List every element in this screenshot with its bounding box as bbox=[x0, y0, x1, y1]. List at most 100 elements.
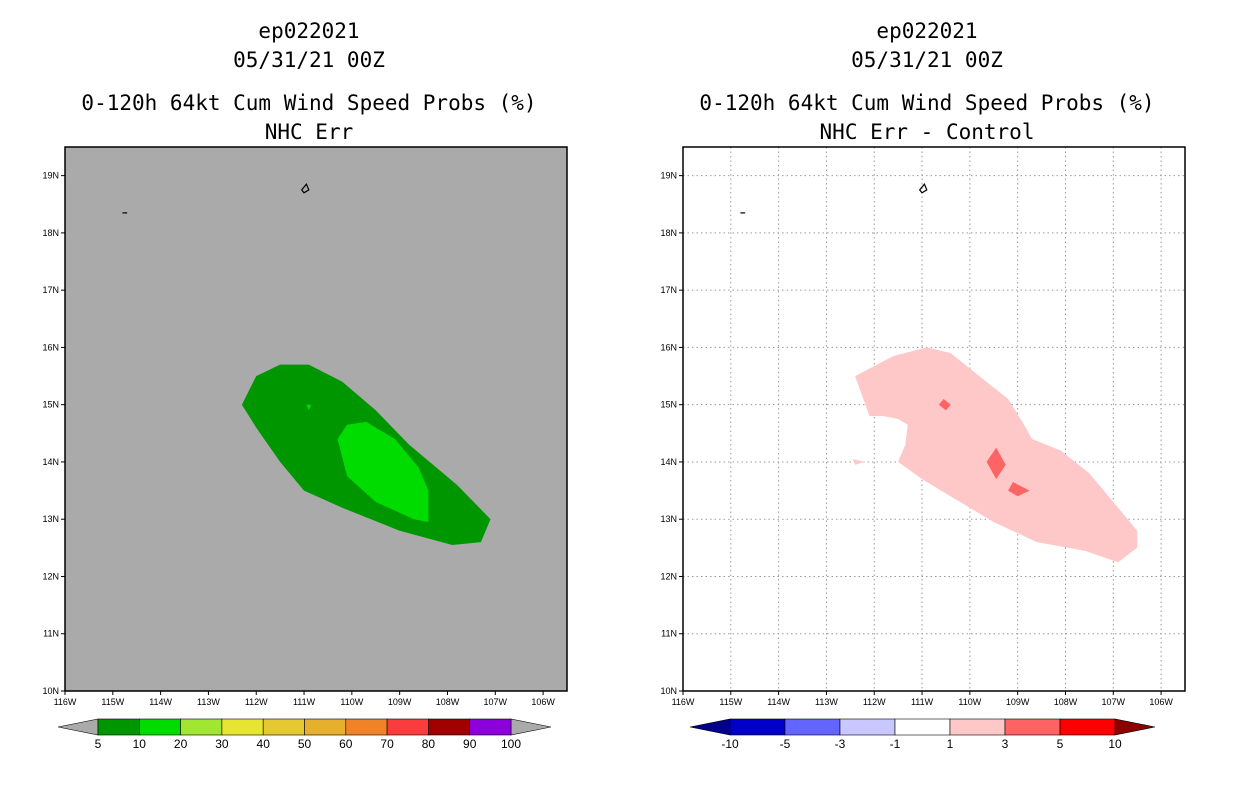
y-tick-label: 11N bbox=[43, 629, 59, 639]
right-x-axis: 116W 115W 114W 113W 112W 111W 110W 109W 108W 107W… bbox=[672, 691, 1173, 707]
colorbar-tick-label: 90 bbox=[463, 737, 477, 751]
y-tick-label: 16N bbox=[42, 342, 59, 352]
right-title-storm: ep022021 bbox=[876, 19, 977, 43]
x-tick-label: 116W bbox=[672, 697, 695, 707]
left-y-axis: 10N 11N 12N 13N 14N 15N 16N 17N 18N 19N bbox=[42, 171, 65, 696]
colorbar-swatch bbox=[345, 718, 388, 736]
x-tick-label: 111W bbox=[911, 697, 934, 707]
colorbar-swatch bbox=[729, 718, 786, 736]
y-tick-label: 14N bbox=[42, 457, 59, 467]
colorbar-swatch bbox=[949, 718, 1006, 736]
colorbar-tick-label: 10 bbox=[1108, 737, 1122, 751]
colorbar-swatch bbox=[784, 718, 841, 736]
y-tick-label: 15N bbox=[42, 400, 59, 410]
y-tick-label: 17N bbox=[660, 285, 677, 295]
x-tick-label: 107W bbox=[484, 697, 508, 707]
contour-region bbox=[938, 399, 951, 411]
x-tick-label: 112W bbox=[863, 697, 886, 707]
x-tick-label: 113W bbox=[815, 697, 838, 707]
y-tick-label: 15N bbox=[660, 400, 677, 410]
colorbar-low-arrow bbox=[689, 718, 731, 736]
colorbar-tick-label: 40 bbox=[257, 737, 271, 751]
island-outline bbox=[918, 183, 928, 194]
y-tick-label: 18N bbox=[42, 228, 59, 238]
x-tick-label: 110W bbox=[340, 697, 363, 707]
y-tick-label: 18N bbox=[660, 228, 677, 238]
colorbar-high-arrow bbox=[1114, 718, 1156, 736]
colorbar-tick-label: -5 bbox=[780, 737, 791, 751]
x-tick-label: 109W bbox=[1006, 697, 1030, 707]
colorbar-swatch bbox=[1004, 718, 1061, 736]
y-tick-label: 17N bbox=[42, 285, 59, 295]
contour-region bbox=[852, 459, 865, 465]
x-tick-label: 110W bbox=[958, 697, 981, 707]
right-map-frame bbox=[682, 146, 1186, 692]
y-tick-label: 13N bbox=[42, 514, 59, 524]
right-land bbox=[740, 183, 928, 214]
x-tick-label: 108W bbox=[1054, 697, 1078, 707]
right-y-axis: 10N 11N 12N 13N 14N 15N 16N 17N 18N 19N bbox=[660, 171, 683, 696]
colorbar-swatch bbox=[386, 718, 429, 736]
right-title-product: 0-120h 64kt Cum Wind Speed Probs (%) bbox=[699, 91, 1154, 115]
y-tick-label: 19N bbox=[42, 171, 59, 181]
right-contours bbox=[852, 347, 1138, 563]
x-tick-label: 111W bbox=[293, 697, 316, 707]
y-tick-label: 16N bbox=[660, 342, 677, 352]
colorbar-swatch bbox=[139, 718, 181, 736]
colorbar-tick-label: 5 bbox=[95, 737, 102, 751]
colorbar-swatch bbox=[1059, 718, 1116, 736]
right-title-date: 05/31/21 00Z bbox=[851, 48, 1003, 72]
colorbar-swatch bbox=[304, 718, 347, 736]
colorbar-tick-label: 70 bbox=[380, 737, 394, 751]
colorbar-tick-label: 50 bbox=[298, 737, 312, 751]
y-tick-label: 14N bbox=[660, 457, 677, 467]
y-tick-label: 12N bbox=[660, 571, 677, 581]
left-title-model: NHC Err bbox=[265, 120, 354, 144]
x-tick-label: 115W bbox=[101, 697, 124, 707]
colorbar-low-arrow bbox=[57, 718, 99, 736]
y-tick-label: 10N bbox=[660, 686, 677, 696]
colorbar-tick-label: 3 bbox=[1002, 737, 1009, 751]
x-tick-label: 115W bbox=[719, 697, 742, 707]
right-colorbar: -10 -5 -3 -1 1 3 5 10 bbox=[689, 718, 1156, 751]
colorbar-swatch bbox=[839, 718, 896, 736]
colorbar-tick-label: -1 bbox=[890, 737, 901, 751]
x-tick-label: 106W bbox=[531, 697, 555, 707]
right-grid bbox=[683, 147, 1185, 691]
left-land bbox=[122, 183, 310, 214]
colorbar-tick-label: -10 bbox=[721, 737, 739, 751]
left-x-axis: 116W 115W 114W 113W 112W 111W 110W 109W 108W 107W… bbox=[54, 691, 555, 707]
colorbar-tick-label: 100 bbox=[501, 737, 521, 751]
left-title-date: 05/31/21 00Z bbox=[233, 48, 385, 72]
left-map-frame bbox=[64, 146, 568, 692]
y-tick-label: 19N bbox=[660, 171, 677, 181]
x-tick-label: 113W bbox=[197, 697, 220, 707]
contour-region bbox=[986, 447, 1006, 480]
right-panel: ep022021 05/31/21 00Z 0-120h 64kt Cum Wi… bbox=[660, 19, 1186, 751]
colorbar-tick-label: 30 bbox=[215, 737, 229, 751]
contour-region bbox=[306, 404, 312, 411]
left-contours bbox=[241, 364, 491, 545]
left-title-storm: ep022021 bbox=[258, 19, 359, 43]
x-tick-label: 108W bbox=[436, 697, 460, 707]
x-tick-label: 109W bbox=[388, 697, 412, 707]
colorbar-swatch bbox=[469, 718, 512, 736]
x-tick-label: 114W bbox=[149, 697, 172, 707]
colorbar-tick-label: 60 bbox=[339, 737, 353, 751]
x-tick-label: 107W bbox=[1102, 697, 1126, 707]
colorbar-tick-label: 80 bbox=[422, 737, 436, 751]
colorbar-tick-label: 5 bbox=[1057, 737, 1064, 751]
colorbar-tick-label: -3 bbox=[835, 737, 846, 751]
y-tick-label: 13N bbox=[660, 514, 677, 524]
colorbar-high-arrow bbox=[510, 718, 552, 736]
x-tick-label: 112W bbox=[245, 697, 268, 707]
colorbar-swatch bbox=[221, 718, 264, 736]
left-colorbar: 5 10 20 30 40 50 60 70 80 90 100 bbox=[57, 718, 552, 751]
contour-region bbox=[1008, 482, 1030, 497]
y-tick-label: 11N bbox=[661, 629, 677, 639]
x-tick-label: 116W bbox=[54, 697, 77, 707]
y-tick-label: 10N bbox=[42, 686, 59, 696]
island-outline bbox=[300, 183, 310, 194]
colorbar-swatch bbox=[894, 718, 951, 736]
colorbar-swatch bbox=[97, 718, 140, 736]
